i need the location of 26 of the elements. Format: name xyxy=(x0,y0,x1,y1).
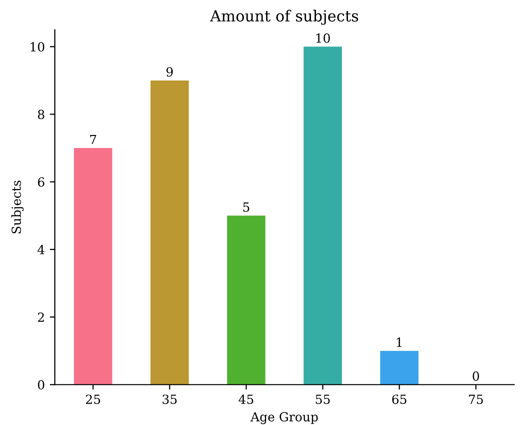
x-tick-label: 45 xyxy=(238,394,254,404)
data-label: 7 xyxy=(90,134,96,144)
x-tick-label: 35 xyxy=(162,394,177,404)
y-tick-label: 4 xyxy=(38,244,44,254)
data-label: 1 xyxy=(396,338,402,347)
data-label: 0 xyxy=(472,371,480,381)
y-tick-label: 0 xyxy=(38,380,44,390)
bar xyxy=(74,148,112,385)
x-tick-label: 75 xyxy=(468,394,483,404)
y-axis-title: Subjects xyxy=(11,180,24,234)
data-label: 5 xyxy=(243,202,250,212)
y-tick-label: 2 xyxy=(38,312,44,322)
bar xyxy=(227,216,266,385)
x-axis-title: Age Group xyxy=(250,412,318,424)
y-tick-label: 10 xyxy=(30,42,44,52)
x-tick-label: 65 xyxy=(392,394,406,404)
data-label: 10 xyxy=(316,33,330,43)
y-tick-label: 8 xyxy=(38,110,44,120)
chart-title: Amount of subjects xyxy=(210,10,358,25)
x-tick-label: 55 xyxy=(316,394,330,404)
bar xyxy=(304,46,342,385)
bar xyxy=(150,80,189,385)
bar xyxy=(380,350,418,385)
y-tick-label: 6 xyxy=(38,177,44,187)
x-tick-label: 25 xyxy=(86,394,100,404)
data-label: 9 xyxy=(166,67,173,77)
